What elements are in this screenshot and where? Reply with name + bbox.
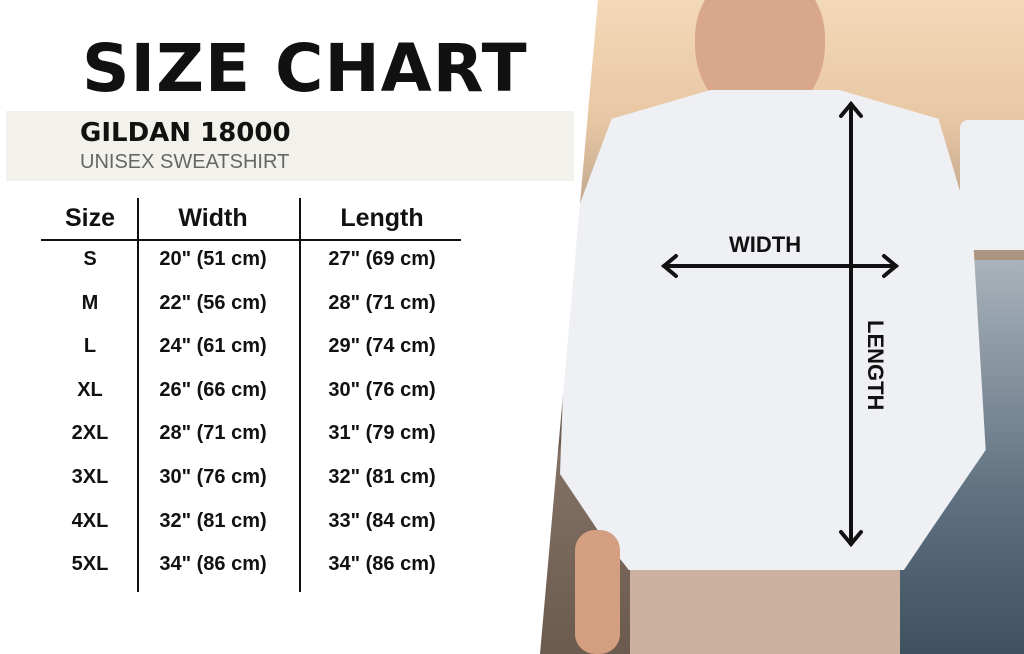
length-cell: 28" (71 cm)	[328, 291, 436, 314]
width-label: WIDTH	[729, 232, 802, 257]
width-cell: 34" (86 cm)	[159, 553, 267, 576]
width-cell: 32" (81 cm)	[159, 509, 267, 532]
length-cell: 34" (86 cm)	[328, 553, 436, 576]
width-cell: 26" (66 cm)	[159, 378, 267, 401]
model-hand	[575, 530, 620, 654]
length-cell: 33" (84 cm)	[328, 509, 436, 532]
column-divider	[137, 198, 139, 592]
size-cell: 5XL	[71, 553, 109, 576]
size-cell: S	[83, 248, 97, 270]
length-cell: 29" (74 cm)	[328, 335, 436, 358]
width-cell: 22" (56 cm)	[159, 291, 267, 314]
size-cell: XL	[77, 378, 103, 401]
width-cell: 30" (76 cm)	[159, 466, 267, 488]
length-cell: 32" (81 cm)	[328, 466, 436, 488]
product-brand: GILDAN 18000	[80, 118, 291, 148]
size-cell: M	[81, 291, 99, 314]
width-cell: 28" (71 cm)	[159, 422, 267, 445]
length-cell: 31" (79 cm)	[328, 422, 436, 445]
page-title: SIZE CHART	[82, 30, 528, 107]
width-cell: 24" (61 cm)	[159, 335, 267, 358]
column-header: Size	[64, 204, 116, 232]
column-header: Length	[340, 204, 424, 232]
width-cell: 20" (51 cm)	[159, 248, 267, 270]
length-cell: 30" (76 cm)	[328, 378, 436, 401]
column-divider	[299, 198, 301, 592]
product-band	[6, 111, 574, 181]
size-cell: L	[83, 335, 97, 358]
size-cell: 4XL	[71, 509, 109, 532]
column-header: Width	[178, 204, 248, 232]
product-type: UNISEX SWEATSHIRT	[80, 151, 290, 173]
header-divider	[41, 239, 461, 241]
size-cell: 3XL	[71, 466, 109, 488]
length-cell: 27" (69 cm)	[328, 248, 436, 270]
size-cell: 2XL	[71, 422, 109, 445]
sweatshirt	[560, 90, 986, 570]
length-label: LENGTH	[863, 320, 888, 411]
